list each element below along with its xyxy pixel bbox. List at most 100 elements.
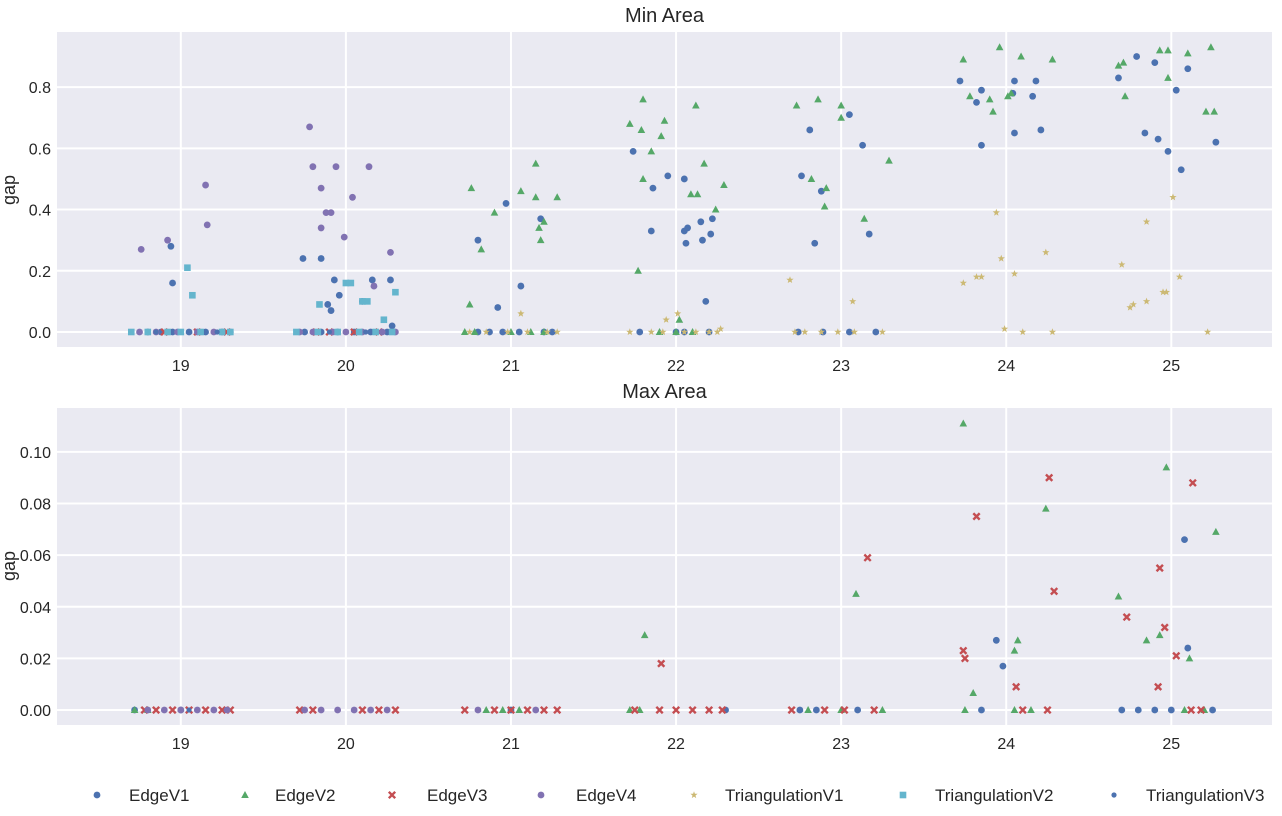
data-point	[1010, 646, 1019, 654]
data-point	[786, 276, 794, 283]
data-point	[680, 175, 688, 183]
data-point	[370, 282, 378, 290]
data-point	[720, 181, 728, 189]
data-point	[359, 298, 366, 305]
data-point	[324, 301, 332, 308]
data-point	[705, 328, 713, 336]
data-point	[350, 706, 358, 714]
data-point	[164, 328, 171, 336]
data-point	[713, 328, 721, 336]
subplot-title: Max Area	[622, 381, 707, 403]
x-tick-label: 21	[502, 736, 520, 753]
data-point	[849, 297, 857, 305]
x-tick-label: 20	[337, 358, 355, 375]
data-point	[1114, 592, 1123, 600]
data-point	[637, 125, 646, 133]
legend-marker-icon	[690, 791, 698, 799]
data-point	[1029, 92, 1037, 100]
data-point	[687, 190, 695, 198]
data-point	[153, 329, 159, 335]
data-point	[647, 227, 655, 235]
data-point	[664, 172, 672, 180]
data-point	[1045, 473, 1054, 482]
plot-area	[57, 32, 1272, 347]
data-point	[553, 328, 561, 336]
data-point	[1018, 705, 1027, 715]
data-point	[1164, 147, 1172, 155]
data-point	[804, 706, 812, 714]
data-point	[387, 249, 394, 256]
data-point	[536, 236, 545, 244]
legend-marker-icon	[241, 791, 249, 798]
data-point	[317, 224, 325, 232]
data-point	[657, 132, 665, 140]
data-point	[1142, 218, 1151, 225]
data-point	[332, 163, 340, 171]
data-point	[1207, 43, 1215, 51]
data-point	[327, 307, 335, 314]
data-point	[1180, 706, 1189, 714]
data-point	[1037, 126, 1045, 134]
data-point	[978, 706, 985, 714]
data-point	[1155, 564, 1164, 573]
data-point	[817, 328, 825, 336]
y-tick-label: 0.4	[29, 203, 51, 220]
y-tick-label: 0.2	[29, 264, 51, 281]
legend-label: EdgeV4	[576, 786, 637, 805]
data-point	[878, 328, 886, 336]
data-point	[699, 236, 706, 244]
data-point	[977, 273, 986, 280]
data-point	[383, 706, 391, 714]
data-point	[693, 190, 702, 198]
data-point	[1019, 328, 1027, 336]
data-point	[1118, 706, 1126, 714]
data-point	[626, 706, 634, 714]
data-point	[210, 706, 218, 714]
data-point	[636, 328, 644, 336]
data-point	[626, 119, 634, 127]
legend-item-triangulationv1: TriangulationV1	[690, 786, 843, 805]
data-point	[553, 705, 562, 715]
data-point	[1210, 107, 1219, 115]
data-point	[515, 328, 523, 336]
data-point	[301, 706, 309, 714]
data-point	[1133, 53, 1141, 60]
subplot-max-area: 19 20 21 22 23 24 25 0.00 0.02 0.04 0.06 0.08 0.10 Ma…	[0, 381, 1272, 753]
data-point	[792, 101, 801, 109]
data-point	[317, 706, 325, 714]
data-point	[1155, 631, 1164, 639]
data-point	[374, 705, 383, 715]
data-point	[517, 282, 525, 290]
data-point	[504, 328, 512, 336]
data-point	[515, 706, 524, 714]
data-point	[1048, 328, 1057, 336]
data-point	[1172, 86, 1180, 94]
data-point	[539, 705, 549, 715]
data-point	[1159, 288, 1167, 296]
data-point	[655, 705, 664, 715]
legend-item-edgev4: EdgeV4	[537, 786, 637, 805]
data-point	[1169, 193, 1177, 201]
data-point	[355, 328, 363, 336]
data-point	[1042, 248, 1050, 256]
data-point	[1122, 613, 1131, 622]
data-point	[639, 174, 647, 182]
x-tick-label: 25	[1162, 358, 1180, 375]
data-point	[787, 705, 796, 715]
data-point	[1204, 328, 1212, 336]
data-point	[144, 328, 152, 336]
y-tick-label: 0.04	[20, 600, 51, 617]
x-tick-label: 24	[997, 358, 1015, 375]
data-point	[168, 705, 177, 715]
data-point	[791, 328, 799, 336]
data-point	[807, 174, 816, 182]
data-point	[349, 193, 356, 201]
legend-item-edgev3: EdgeV3	[387, 786, 488, 805]
data-point	[1151, 59, 1159, 67]
data-point	[837, 101, 845, 109]
data-point	[367, 706, 375, 714]
data-point	[675, 315, 684, 323]
data-point	[959, 55, 968, 63]
legend-item-edgev1: EdgeV1	[93, 786, 190, 805]
data-point	[872, 328, 880, 336]
